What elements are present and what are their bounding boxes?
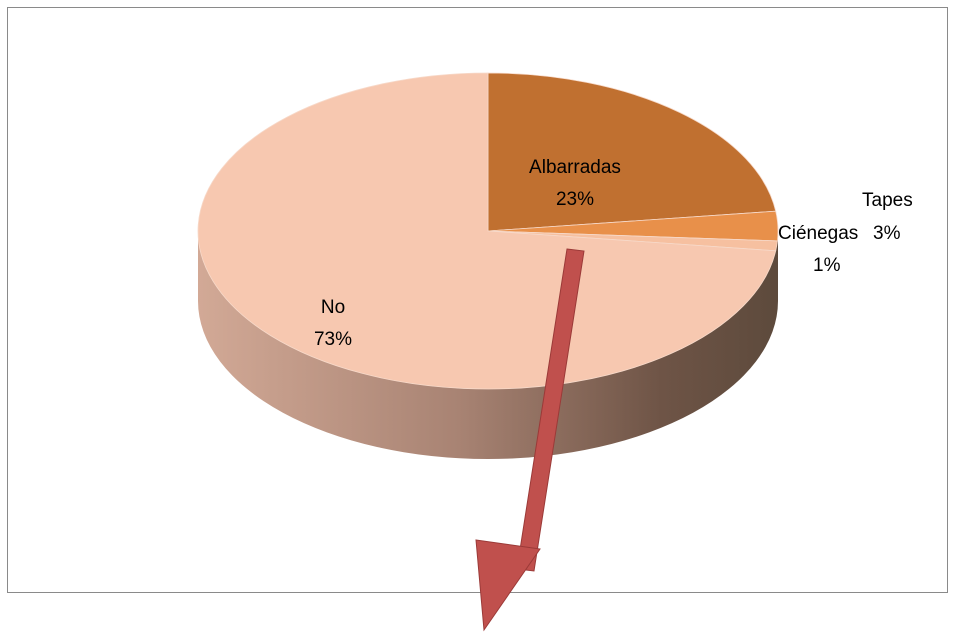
pie-slice-albarradas [487,72,777,232]
arrow-shaft [516,248,585,572]
label-cienegas-name: Ciénegas [778,223,858,244]
label-tapes-value: 1% [813,255,841,276]
pie-top [197,72,779,390]
pie-side [198,231,778,459]
pie-side-wall [198,231,778,459]
label-albarradas-value: 23% [556,189,594,210]
arrow-annotation [475,248,585,632]
arrow-head [475,539,541,632]
label-albarradas-name: Albarradas [529,157,621,178]
pie-slice-no [197,72,777,390]
data-labels: Albarradas 23% Ciénegas 3% Tapes 1% No 7… [314,157,913,350]
label-cienegas-value: 3% [873,223,901,244]
label-tapes-name: Tapes [862,190,913,211]
label-no-value: 73% [314,329,352,350]
label-no-name: No [321,297,345,318]
